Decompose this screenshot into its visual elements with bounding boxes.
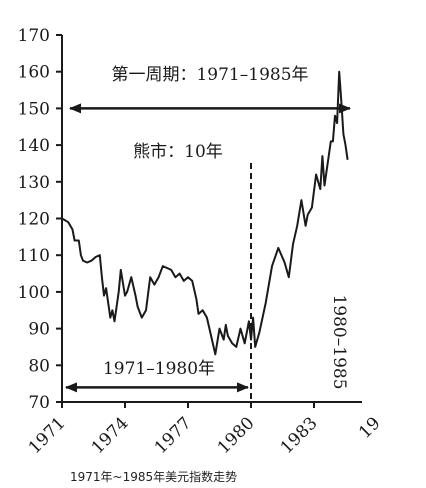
y-tick-label: 110 — [18, 246, 50, 266]
y-tick-label: 130 — [18, 173, 50, 193]
chart-caption: 1971年~1985年美元指数走势 — [70, 470, 238, 484]
x-tick-label: 1983 — [277, 413, 322, 458]
y-tick-label: 90 — [28, 320, 50, 340]
series-group — [61, 70, 349, 356]
x-tick-label: 1971 — [25, 413, 70, 458]
y-tick-label: 140 — [18, 136, 50, 156]
y-tick-label: 170 — [18, 26, 50, 46]
y-tick-label: 70 — [28, 393, 50, 413]
y-tick-label: 160 — [18, 63, 50, 83]
y-tick-label: 100 — [18, 283, 50, 303]
axes: 70 80 90 100 110 120 130 140 150 160 170 1971 1974 19… — [18, 26, 385, 458]
x-tick-label: 1974 — [88, 413, 133, 458]
y-tick-label: 120 — [18, 210, 50, 230]
bear-market-label: 熊市：10年 — [133, 142, 223, 162]
y-tick-label: 150 — [18, 99, 50, 119]
x-tick-label: 1977 — [151, 413, 196, 458]
x-tick-label: 19 — [355, 413, 384, 442]
x-tick-label: 1980 — [214, 413, 259, 458]
vertical-range-label: 1980–1985 — [329, 294, 349, 389]
cycle-label: 第一周期：1971–1985年 — [111, 65, 308, 85]
series-line — [61, 70, 349, 356]
y-tick-label: 80 — [28, 356, 50, 376]
range-label: 1971–1980年 — [103, 359, 215, 379]
